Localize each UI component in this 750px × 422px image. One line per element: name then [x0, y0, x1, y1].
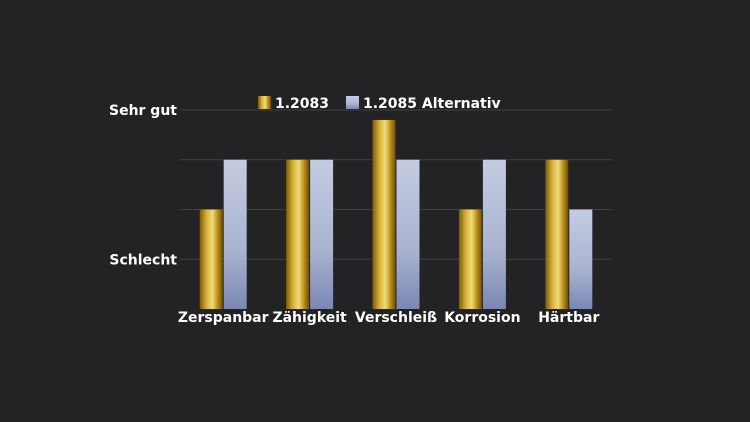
bar-series-2-härtbar [569, 209, 593, 309]
bar-series-1-zähigkeit [286, 159, 310, 309]
legend-swatch-1 [258, 96, 271, 109]
bar-series-1-korrosion [458, 209, 482, 309]
bar-series-1-verschleiß [372, 119, 396, 309]
legend-label-2: 1.2085 Alternativ [363, 96, 501, 112]
bar-series-2-zähigkeit [310, 159, 334, 309]
legend-label-1: 1.2083 [275, 96, 329, 112]
y-tick-label-1: Sehr gut [109, 103, 177, 119]
x-tick-label-4: Härtbar [538, 310, 599, 326]
bar-series-1-zerspanbar [199, 209, 223, 309]
y-tick-label-0: Schlecht [109, 252, 177, 268]
bar-series-2-verschleiß [396, 159, 420, 309]
x-tick-label-3: Korrosion [444, 310, 520, 326]
x-tick-label-2: Verschleiß [355, 310, 437, 326]
bar-series-2-korrosion [482, 159, 506, 309]
legend-swatch-2 [346, 96, 359, 109]
bar-series-1-härtbar [545, 159, 569, 309]
bar-series-2-zerspanbar [223, 159, 247, 309]
x-tick-label-1: Zähigkeit [272, 310, 347, 326]
x-tick-label-0: Zerspanbar [178, 310, 269, 326]
